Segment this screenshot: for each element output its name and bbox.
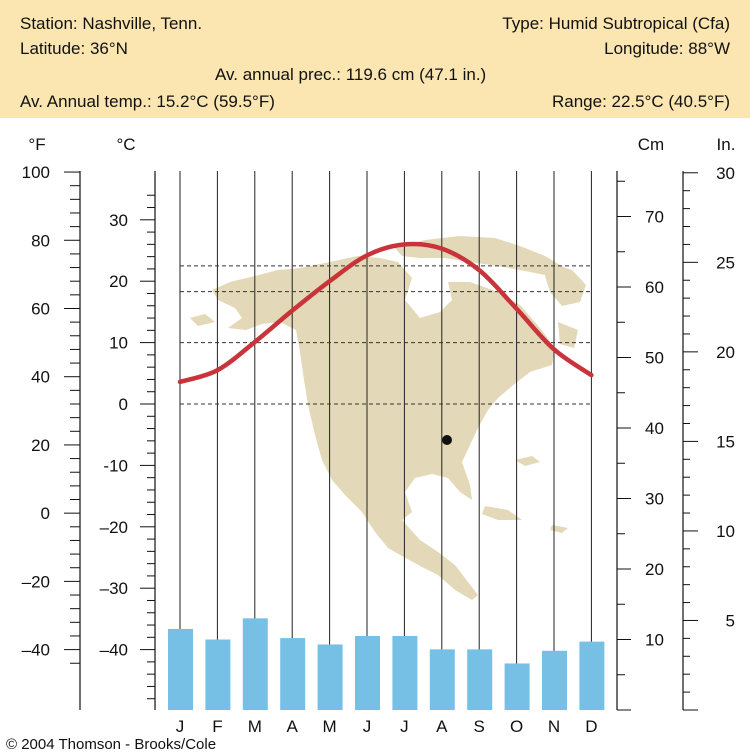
month-label: D: [585, 717, 597, 736]
month-label: J: [400, 717, 409, 736]
month-label: O: [510, 717, 523, 736]
cm-tick-label: 70: [645, 208, 664, 227]
celsius-tick-label: –30: [100, 579, 128, 598]
precip-bar: [429, 649, 455, 710]
reference-lines: [180, 265, 592, 405]
precip-bar: [504, 663, 530, 710]
month-label: F: [212, 717, 222, 736]
climate-type-label: Type: Humid Subtropical (Cfa): [502, 14, 730, 33]
celsius-tick-label: 10: [109, 334, 128, 353]
cm-tick-label: 30: [645, 490, 664, 509]
precip-bar: [355, 635, 380, 710]
month-label: S: [474, 717, 485, 736]
map-landmass-4: [558, 322, 578, 348]
map-landmass-3: [545, 262, 586, 306]
fahrenheit-tick-label: 60: [31, 299, 50, 318]
station-location-marker: [442, 435, 452, 445]
cm-tick-label: 50: [645, 349, 664, 368]
map-landmass-6: [482, 506, 522, 520]
cm-tick-label: 20: [645, 560, 664, 579]
precip-bar: [280, 638, 306, 710]
month-label: N: [548, 717, 560, 736]
precip-bar: [392, 635, 418, 710]
fahrenheit-unit-label: °F: [28, 135, 45, 154]
header-panel: Station: Nashville, Tenn. Type: Humid Su…: [0, 0, 750, 118]
fahrenheit-tick-label: 100: [22, 163, 50, 182]
fahrenheit-tick-label: 0: [41, 504, 50, 523]
month-label: J: [363, 717, 372, 736]
map-landmass-5: [515, 456, 540, 466]
annual-temp-label: Av. Annual temp.: 15.2°C (59.5°F): [20, 92, 275, 111]
inch-tick-label: 20: [716, 343, 735, 362]
celsius-unit-label: °C: [116, 135, 135, 154]
month-label: A: [436, 717, 448, 736]
precip-bar: [168, 628, 193, 710]
precip-bar: [579, 641, 605, 710]
fahrenheit-tick-label: –20: [22, 572, 50, 591]
annual-precip-label: Av. annual prec.: 119.6 cm (47.1 in.): [215, 65, 487, 84]
celsius-tick-label: 0: [119, 395, 128, 414]
cm-tick-label: 60: [645, 278, 664, 297]
month-gridlines: [179, 171, 592, 710]
precip-bar: [542, 650, 567, 710]
celsius-tick-label: 20: [109, 272, 128, 291]
precip-bar: [317, 644, 343, 710]
map-landmass-8: [550, 525, 568, 533]
longitude-label: Longitude: 88°W: [604, 39, 730, 58]
latitude-label: Latitude: 36°N: [20, 39, 128, 58]
month-label: J: [176, 717, 185, 736]
inch-unit-label: In.: [717, 135, 736, 154]
north-america-map: [190, 236, 586, 600]
station-label: Station: Nashville, Tenn.: [20, 14, 203, 33]
month-label: M: [323, 717, 337, 736]
inch-tick-label: 25: [716, 253, 735, 272]
month-label: A: [287, 717, 299, 736]
month-label: M: [248, 717, 262, 736]
climograph-chart: °F °C Cm In.100806040200–20–403020100-10–20…: [22, 135, 736, 736]
precip-bar: [467, 649, 493, 710]
cm-tick-label: 10: [645, 631, 664, 650]
cm-tick-label: 40: [645, 419, 664, 438]
axes: [64, 171, 698, 711]
celsius-tick-label: 30: [109, 211, 128, 230]
celsius-tick-label: –20: [100, 518, 128, 537]
fahrenheit-tick-label: 40: [31, 368, 50, 387]
fahrenheit-tick-label: 20: [31, 436, 50, 455]
inch-tick-label: 10: [716, 522, 735, 541]
precipitation-bars: [168, 618, 605, 710]
celsius-tick-label: –40: [100, 641, 128, 660]
axis-labels: °F °C Cm In.100806040200–20–403020100-10–20…: [22, 135, 736, 736]
temp-range-label: Range: 22.5°C (40.5°F): [551, 92, 730, 111]
precip-bar: [242, 618, 268, 710]
copyright-text: © 2004 Thomson - Brooks/Cole: [6, 736, 217, 753]
inch-tick-label: 5: [726, 611, 735, 630]
precip-bar: [205, 639, 231, 710]
temperature-line: [177, 241, 594, 385]
celsius-tick-label: -10: [103, 456, 128, 475]
fahrenheit-tick-label: –40: [22, 641, 50, 660]
fahrenheit-tick-label: 80: [31, 231, 50, 250]
temperature-series: [177, 241, 594, 385]
inch-tick-label: 15: [716, 432, 735, 451]
cm-unit-label: Cm: [638, 135, 664, 154]
map-landmass-1: [212, 256, 555, 600]
map-landmass-7: [190, 314, 215, 326]
inch-tick-label: 30: [716, 164, 735, 183]
